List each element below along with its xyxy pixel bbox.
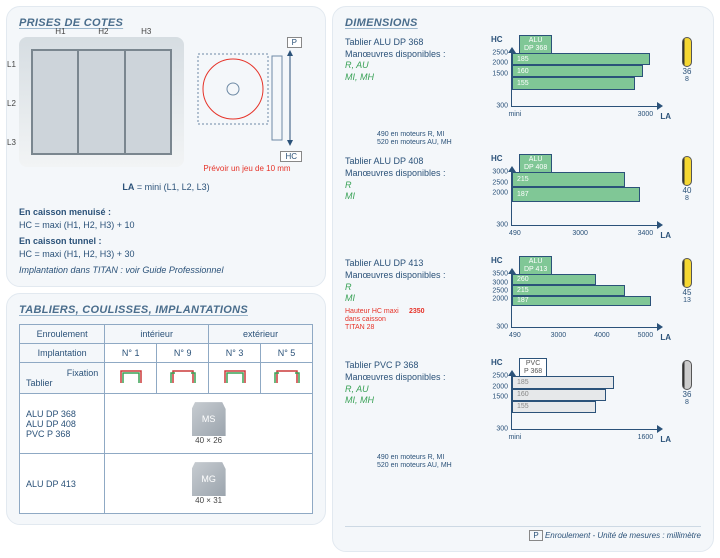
profile-mg-shape: MG (192, 462, 226, 496)
tabliers-panel: TABLIERS, COULISSES, IMPLANTATIONS Enrou… (6, 293, 326, 525)
chart: HCPVCP 368LA250020001500300185160155mini… (479, 360, 667, 452)
chart-info: Tablier ALU DP 413Manœuvres disponibles … (345, 258, 473, 331)
impl-3: N° 3 (209, 344, 261, 363)
chart-note: 490 en moteurs R, MI520 en moteurs AU, M… (377, 454, 701, 469)
chart-block-1: Tablier ALU DP 408Manœuvres disponibles … (345, 156, 701, 248)
chart-info: Tablier PVC P 368Manœuvres disponibles :… (345, 360, 473, 407)
menuise-title: En caisson menuisé : (19, 207, 111, 217)
menuise-formula: HC = maxi (H1, H2, H3) + 10 (19, 219, 313, 232)
prises-formulas: LA = mini (L1, L2, L3) En caisson menuis… (19, 181, 313, 276)
mg-w: 40 (195, 496, 204, 505)
lame-profile: 368 (673, 37, 701, 83)
row-alu408: ALU DP 408 (26, 419, 98, 429)
roller-figure: P HC Prévoir un jeu de 10 mm (192, 37, 302, 173)
dimensions-title: DIMENSIONS (345, 17, 701, 29)
impl-9: N° 9 (157, 344, 209, 363)
chart-note: 490 en moteurs R, MI520 en moteurs AU, M… (377, 131, 701, 146)
la-formula: = mini (L1, L2, L3) (137, 182, 210, 192)
mg-h: 31 (213, 496, 222, 505)
chart-block-3: Tablier PVC P 368Manœuvres disponibles :… (345, 360, 701, 469)
th-implantation: Implantation (20, 344, 105, 363)
dimensions-panel: DIMENSIONS Tablier ALU DP 368Manœuvres d… (332, 6, 714, 552)
titan-note: voir Guide Professionnel (123, 265, 224, 275)
la-label: LA (122, 182, 134, 192)
chart-block-0: Tablier ALU DP 368Manœuvres disponibles … (345, 37, 701, 146)
l1-label: L1 (7, 60, 16, 69)
chart-block-2: Tablier ALU DP 413Manœuvres disponibles … (345, 258, 701, 350)
tunnel-title: En caisson tunnel : (19, 236, 102, 246)
tunnel-formula: HC = maxi (H1, H2, H3) + 30 (19, 248, 313, 261)
row-alu413: ALU DP 413 (20, 454, 105, 514)
h2-label: H2 (98, 27, 108, 36)
lame-profile: 368 (673, 360, 701, 406)
lame-profile: 408 (673, 156, 701, 202)
hc-badge: HC (280, 151, 302, 162)
footer-text: Enroulement - Unité de mesures : millimè… (545, 531, 701, 540)
impl-5: N° 5 (261, 344, 313, 363)
row-pvc368: PVC P 368 (26, 429, 98, 439)
chart: HCALUDP 408LA300025002000300215187490300… (479, 156, 667, 248)
window-figure: H1 H2 H3 L1 L2 L3 (19, 37, 184, 167)
l2-label: L2 (7, 99, 16, 108)
implantation-table: Enroulement intérieur extérieur Implanta… (19, 324, 313, 514)
ms-w: 40 (195, 436, 204, 445)
row-alu368: ALU DP 368 (26, 409, 98, 419)
tabliers-title: TABLIERS, COULISSES, IMPLANTATIONS (19, 304, 313, 316)
chart: HCALUDP 368LA250020001500300185160155min… (479, 37, 667, 129)
chart: HCALUDP 413LA350030002500200030026021518… (479, 258, 667, 350)
p-badge: P (287, 37, 302, 48)
titan-label: Implantation dans TITAN : (19, 265, 123, 275)
gap-note: Prévoir un jeu de 10 mm (192, 164, 302, 173)
l3-label: L3 (7, 138, 16, 147)
th-interieur: intérieur (105, 325, 209, 344)
profile-ms-shape: MS (192, 402, 226, 436)
h3-label: H3 (141, 27, 151, 36)
p-key: P (529, 530, 542, 541)
th-enroulement: Enroulement (20, 325, 105, 344)
th-tablier: Tablier (26, 378, 98, 388)
chart-info: Tablier ALU DP 408Manœuvres disponibles … (345, 156, 473, 203)
dimensions-footer: P Enroulement - Unité de mesures : milli… (345, 526, 701, 541)
impl-1: N° 1 (105, 344, 157, 363)
prises-panel: PRISES DE COTES H1 H2 H3 L1 L2 L3 P (6, 6, 326, 287)
h1-label: H1 (55, 27, 65, 36)
lame-profile: 4513 (673, 258, 701, 304)
ms-h: 26 (213, 436, 222, 445)
th-fixation: Fixation (26, 368, 98, 378)
th-exterieur: extérieur (209, 325, 313, 344)
chart-info: Tablier ALU DP 368Manœuvres disponibles … (345, 37, 473, 84)
profile-mg: MG 40 × 31 (192, 462, 226, 505)
profile-ms: MS 40 × 26 (192, 402, 226, 445)
